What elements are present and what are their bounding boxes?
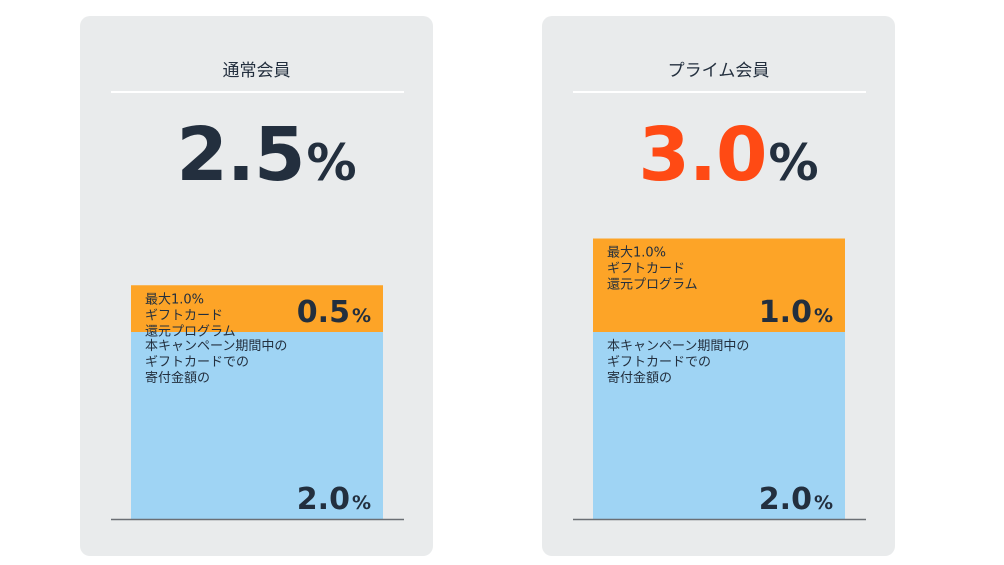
segment-value-label: 2.0%	[759, 482, 833, 517]
standard-member-card: 通常会員 2.5% 本キャンペーン期間中の ギフトカードでの 寄付金額の 2.0% 最大…	[80, 16, 433, 556]
total-rate-unit: %	[306, 134, 357, 192]
segment-label-line: ギフトカードでの	[145, 355, 249, 370]
segment-label-line: 本キャンペーン期間中の	[145, 339, 287, 354]
segment-label-line: 寄付金額の	[607, 370, 672, 386]
segment-unit: %	[814, 492, 833, 514]
segment-unit: %	[814, 305, 833, 327]
segment-value-label: 0.5%	[297, 295, 371, 330]
card-title: プライム会員	[667, 61, 770, 81]
title-divider	[573, 91, 866, 93]
segment-label-line: 最大1.0%	[607, 246, 666, 261]
segment-label-line: 還元プログラム	[145, 324, 236, 339]
segment-label-line: ギフトカード	[145, 308, 223, 323]
total-rate-unit: %	[768, 134, 819, 192]
gift-card-segment	[593, 238, 845, 332]
gift-card-segment	[131, 285, 383, 332]
segment-value-label: 2.0%	[297, 482, 371, 517]
donation-segment	[593, 332, 845, 519]
segment-label-line: 寄付金額の	[145, 370, 210, 386]
segment-label-line: ギフトカード	[607, 262, 685, 277]
total-rate-value: 3.0	[638, 112, 767, 198]
total-rate: 3.0%	[552, 118, 905, 192]
segment-value: 2.0	[297, 482, 350, 517]
card-title: 通常会員	[222, 61, 291, 81]
segment-unit: %	[352, 492, 371, 514]
total-rate-value: 2.5	[176, 112, 305, 198]
segment-label-line: 最大1.0%	[145, 292, 204, 307]
title-divider	[111, 91, 404, 93]
segment-value: 2.0	[759, 482, 812, 517]
segment-value: 1.0	[759, 295, 812, 330]
segment-value: 0.5	[297, 295, 350, 330]
donation-segment	[131, 332, 383, 519]
prime-member-card: プライム会員 3.0% 本キャンペーン期間中の ギフトカードでの 寄付金額の 2.0%…	[542, 16, 895, 556]
total-rate: 2.5%	[90, 118, 443, 192]
segment-label-line: 還元プログラム	[607, 278, 698, 293]
segment-label-line: ギフトカードでの	[607, 355, 711, 370]
segment-value-label: 1.0%	[759, 295, 833, 330]
segment-unit: %	[352, 305, 371, 327]
segment-label-line: 本キャンペーン期間中の	[607, 339, 749, 354]
